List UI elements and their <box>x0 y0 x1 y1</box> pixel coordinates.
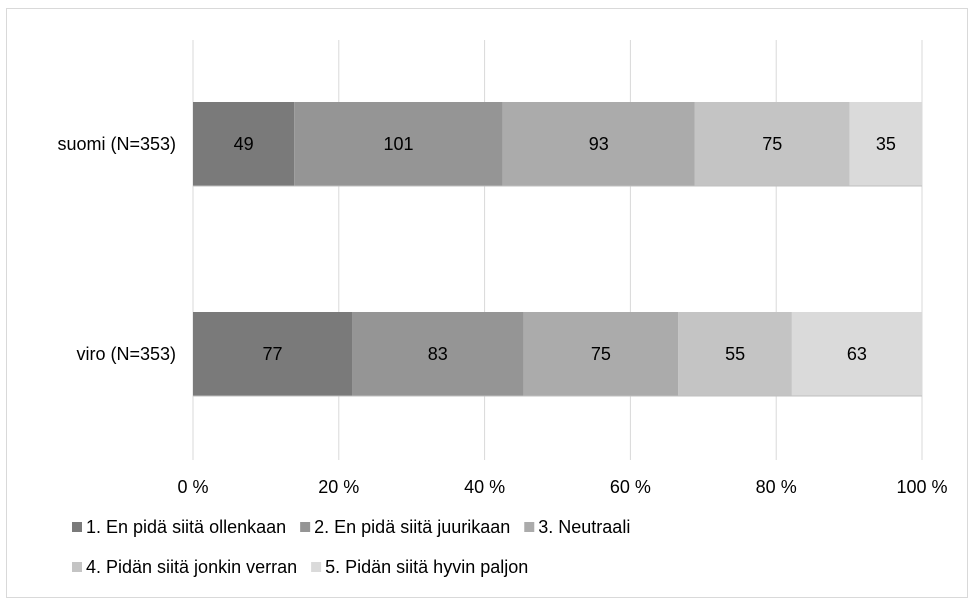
bar-segment <box>678 312 792 396</box>
legend-swatch <box>72 522 82 532</box>
bar-segment <box>352 312 524 396</box>
legend-label: 1. En pidä siitä ollenkaan <box>86 517 286 537</box>
category-label: suomi (N=353) <box>57 134 176 154</box>
bar-segment <box>849 102 922 186</box>
bar-segment <box>294 102 503 186</box>
data-label: 35 <box>876 134 896 154</box>
x-tick-label: 60 % <box>610 477 651 497</box>
bar-segment <box>523 312 679 396</box>
data-label: 93 <box>589 134 609 154</box>
bar-segment <box>694 102 850 186</box>
data-label: 77 <box>262 344 282 364</box>
x-tick-label: 0 % <box>177 477 208 497</box>
data-label: 75 <box>762 134 782 154</box>
data-label: 101 <box>383 134 413 154</box>
legend-swatch <box>524 522 535 532</box>
legend-swatch <box>300 522 311 532</box>
legend-label: 2. En pidä siitä juurikaan <box>314 517 510 537</box>
x-tick-label: 20 % <box>318 477 359 497</box>
data-label: 75 <box>591 344 611 364</box>
data-label: 83 <box>428 344 448 364</box>
data-label: 49 <box>234 134 254 154</box>
legend-swatch <box>311 562 322 572</box>
x-tick-label: 100 % <box>896 477 947 497</box>
bar-segment <box>502 102 695 186</box>
data-label: 63 <box>847 344 867 364</box>
legend-label: 5. Pidän siitä hyvin paljon <box>325 557 528 577</box>
category-label: viro (N=353) <box>76 344 176 364</box>
x-tick-label: 80 % <box>756 477 797 497</box>
legend-label: 4. Pidän siitä jonkin verran <box>86 557 297 577</box>
bar-segment <box>193 312 353 396</box>
legend-label: 3. Neutraali <box>538 517 630 537</box>
bar-segment <box>193 102 295 186</box>
legend-swatch <box>72 562 82 572</box>
data-label: 55 <box>725 344 745 364</box>
x-tick-label: 40 % <box>464 477 505 497</box>
bar-segment <box>791 312 922 396</box>
